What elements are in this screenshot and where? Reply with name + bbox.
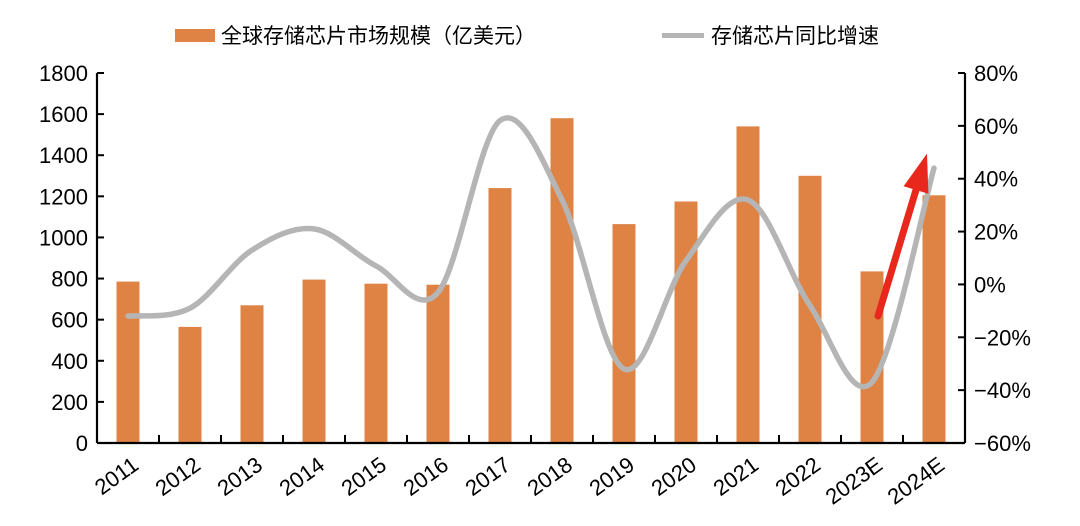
growth-arrow-shaft (874, 186, 920, 320)
bar-series-label: 全球存储芯片市场规模（亿美元） (221, 25, 536, 48)
bar-2012 (178, 326, 202, 443)
x-axis-label-group: 2017 (461, 452, 515, 501)
bar-series-swatch (175, 29, 215, 42)
right-axis-label: −40% (974, 378, 1031, 403)
left-axis-label: 1000 (39, 225, 88, 250)
x-axis-label-group: 2018 (523, 452, 577, 501)
bar-2015 (364, 283, 388, 443)
right-axis-label: −60% (974, 431, 1031, 456)
bar-2013 (240, 305, 264, 443)
x-axis-label: 2016 (399, 452, 453, 501)
line-series-label: 存储芯片同比增速 (711, 25, 879, 48)
bar-2017 (488, 188, 512, 443)
x-axis-label-group: 2021 (709, 452, 763, 501)
left-axis-label: 200 (51, 390, 88, 415)
x-axis-label-group: 2015 (337, 452, 391, 501)
x-axis-label: 2017 (461, 452, 515, 501)
bar-2024E (922, 195, 946, 443)
x-axis-label: 2019 (585, 452, 639, 501)
bars-layer (116, 118, 946, 444)
right-axis-label: 80% (974, 61, 1018, 86)
x-axis-label: 2011 (90, 452, 143, 500)
x-axis-label-group: 2024E (883, 452, 949, 510)
x-axis-label: 2015 (337, 452, 391, 501)
x-axis-label: 2022 (771, 452, 825, 501)
x-axis-label-group: 2019 (585, 452, 639, 501)
x-axis-label: 2018 (523, 452, 577, 501)
chart-legend: 全球存储芯片市场规模（亿美元） 存储芯片同比增速 (175, 25, 879, 48)
x-axis-label-group: 2022 (771, 452, 825, 501)
left-axis-label: 1600 (39, 102, 88, 127)
x-axis-label: 2012 (151, 452, 205, 501)
left-axis-label: 600 (51, 308, 88, 333)
bar-2011 (116, 281, 140, 443)
right-axis-label: −20% (974, 325, 1031, 350)
left-axis-label: 800 (51, 267, 88, 292)
annotation-layer (874, 153, 929, 320)
x-axis-label: 2024E (883, 452, 949, 510)
x-axis-label-group: 2016 (399, 452, 453, 501)
bar-2016 (426, 284, 450, 443)
left-axis-label: 1800 (39, 61, 88, 86)
growth-line (125, 115, 937, 390)
x-axis-label: 2023E (821, 452, 887, 510)
x-axis-label-group: 2013 (213, 452, 267, 501)
growth-arrow-head (903, 153, 929, 194)
bar-2020 (674, 201, 698, 443)
x-axis-label: 2013 (213, 452, 267, 501)
x-axis-label-group: 2020 (647, 452, 701, 501)
bar-2021 (736, 126, 760, 444)
x-axis-label-group: 2012 (151, 452, 205, 501)
left-axis-label: 1200 (39, 184, 88, 209)
x-axis-label: 2021 (709, 452, 763, 501)
right-axis-label: 0% (974, 272, 1006, 297)
x-axis-label-group: 2011 (90, 452, 143, 500)
left-axis-label: 400 (51, 349, 88, 374)
x-axis-label: 2020 (647, 452, 701, 501)
left-axis-label: 0 (76, 431, 88, 456)
right-axis-label: 40% (974, 167, 1018, 192)
bar-2014 (302, 279, 326, 443)
x-axis-label: 2014 (275, 452, 329, 501)
left-axis-label: 1400 (39, 143, 88, 168)
x-axis-label-group: 2014 (275, 452, 329, 501)
x-axis-label-group: 2023E (821, 452, 887, 510)
bar-2018 (550, 118, 574, 443)
right-axis-label: 20% (974, 220, 1018, 245)
growth-line-layer (125, 115, 937, 390)
right-axis-label: 60% (974, 114, 1018, 139)
bar-2019 (612, 224, 636, 443)
